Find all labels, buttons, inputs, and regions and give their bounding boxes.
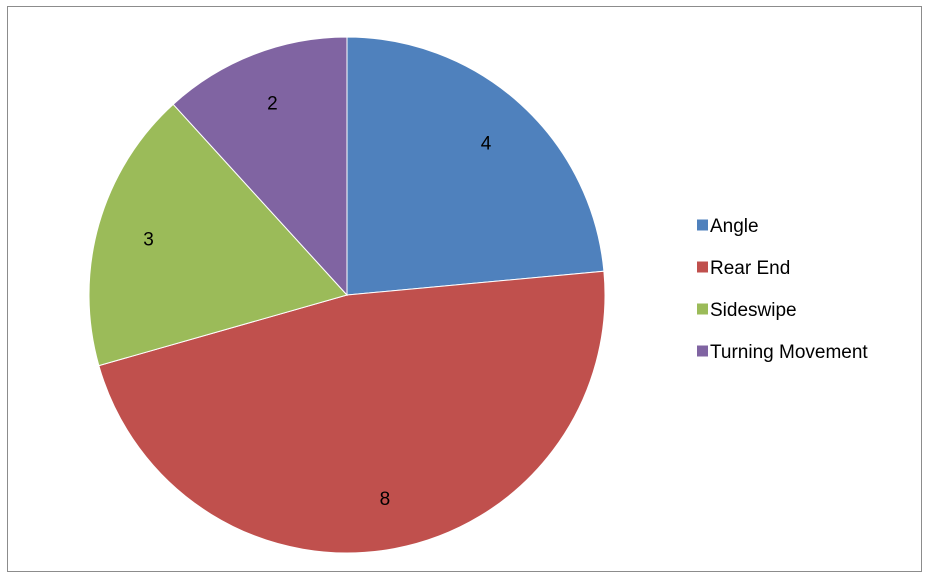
- pie-slice-sideswipe: [88, 103, 348, 367]
- pie-slice-turning-movement: [172, 36, 348, 297]
- legend-label-sideswipe: Sideswipe: [710, 300, 797, 321]
- data-label-sideswipe: 3: [143, 230, 154, 251]
- legend-label-rear-end: Rear End: [710, 258, 790, 279]
- legend-label-turning-movement: Turning Movement: [710, 342, 868, 363]
- data-label-angle: 4: [481, 134, 492, 155]
- legend: Angle Rear End Sideswipe Turning Movement: [697, 216, 868, 363]
- legend-swatch-sideswipe: [697, 303, 708, 315]
- pie-slice-angle: [346, 36, 605, 296]
- legend-swatch-turning-movement: [697, 345, 708, 357]
- legend-swatch-angle: [697, 219, 708, 231]
- legend-label-angle: Angle: [710, 216, 759, 237]
- data-label-rear-end: 8: [380, 489, 391, 510]
- pie-slice-rear-end: [98, 270, 606, 554]
- pie-slices: [88, 36, 606, 554]
- legend-swatch-rear-end: [697, 261, 708, 273]
- data-label-turning-movement: 2: [267, 94, 278, 115]
- pie-data-labels: 4 8 3 2: [143, 94, 492, 510]
